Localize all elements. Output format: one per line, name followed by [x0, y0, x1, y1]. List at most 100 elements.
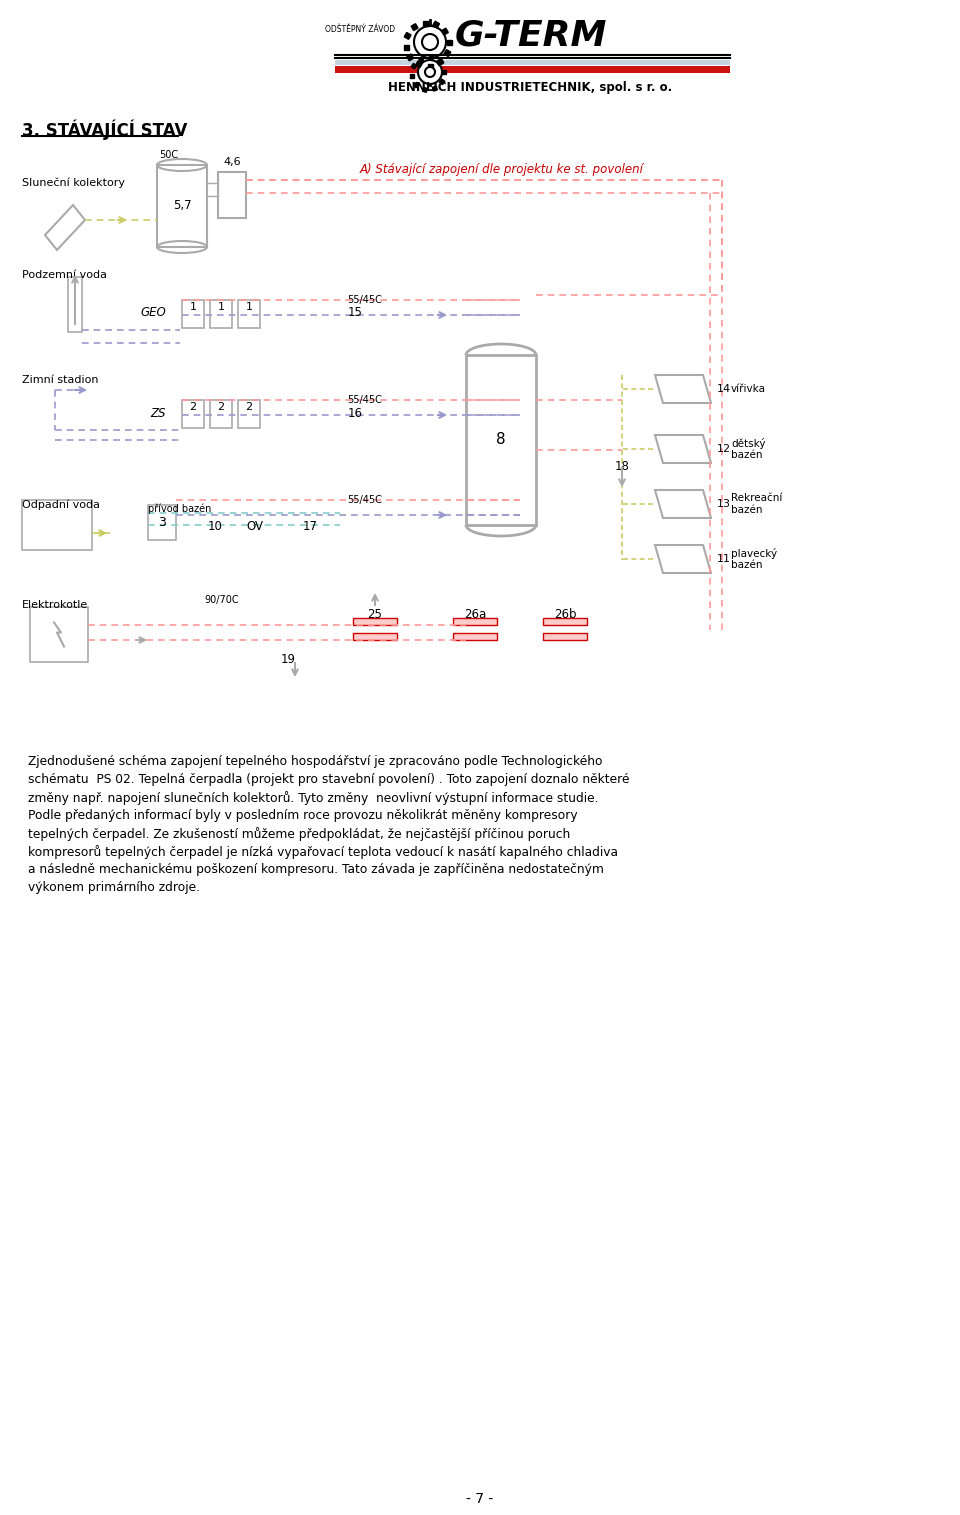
Bar [404, 32, 411, 39]
Bar [432, 86, 438, 91]
Text: ZS: ZS [151, 408, 166, 420]
Bar [446, 39, 451, 44]
Text: 55/45C: 55/45C [348, 295, 382, 305]
Text: 2: 2 [217, 401, 225, 412]
Bar [411, 24, 418, 30]
Bar [414, 82, 419, 88]
Text: 5,7: 5,7 [173, 200, 191, 212]
Bar [419, 58, 423, 62]
Text: 90/70C: 90/70C [204, 595, 239, 604]
Bar [182, 400, 204, 429]
Bar [353, 633, 397, 639]
Bar [428, 56, 434, 61]
Text: ODŠTĚPNÝ ZÁVOD: ODŠTĚPNÝ ZÁVOD [324, 26, 395, 35]
Text: 26a: 26a [464, 608, 486, 621]
Text: výkonem primárního zdroje.: výkonem primárního zdroje. [28, 882, 200, 894]
Text: 18: 18 [614, 461, 630, 473]
Text: 10: 10 [207, 520, 223, 533]
Bar [335, 67, 730, 70]
Bar [148, 504, 176, 539]
Text: 25: 25 [368, 608, 382, 621]
Bar [410, 74, 414, 77]
Bar [403, 44, 409, 50]
Text: Zjednodušené schéma zapojení tepelného hospodářství je zpracováno podle Technolo: Zjednodušené schéma zapojení tepelného h… [28, 754, 603, 768]
Bar [22, 500, 92, 550]
Bar [543, 618, 587, 626]
Circle shape [422, 33, 438, 50]
Text: 3. STÁVAJÍCÍ STAV: 3. STÁVAJÍCÍ STAV [22, 120, 187, 141]
Bar [433, 21, 440, 29]
Circle shape [418, 61, 442, 83]
Text: 2: 2 [246, 401, 252, 412]
Bar [218, 173, 246, 218]
Bar [453, 618, 497, 626]
Bar [442, 70, 446, 74]
Text: 16: 16 [348, 408, 363, 420]
Text: 50C: 50C [159, 150, 179, 161]
Bar [444, 50, 451, 56]
Bar [30, 608, 88, 662]
Bar [238, 400, 260, 429]
Text: 2: 2 [189, 401, 197, 412]
Text: 4,6: 4,6 [223, 158, 241, 167]
Bar [453, 633, 497, 639]
Text: 3: 3 [158, 517, 166, 529]
Text: Elektrokotle: Elektrokotle [22, 600, 88, 611]
Bar [238, 300, 260, 329]
Text: Sluneční kolektory: Sluneční kolektory [22, 177, 125, 188]
Text: A) Stávající zapojení dle projektu ke st. povolení: A) Stávající zapojení dle projektu ke st… [360, 164, 644, 176]
Circle shape [414, 26, 446, 58]
Bar [407, 55, 414, 61]
Text: a následně mechanickému poškození kompresoru. Tato závada je zapříčiněna nedosta: a následně mechanickému poškození kompre… [28, 864, 604, 876]
Bar [543, 633, 587, 639]
Text: 15: 15 [348, 306, 363, 320]
Text: 12: 12 [717, 444, 732, 454]
Text: schématu  PS 02. Tepelná čerpadla (projekt pro stavební povolení) . Toto zapojen: schématu PS 02. Tepelná čerpadla (projek… [28, 773, 630, 786]
Text: 11: 11 [717, 554, 731, 564]
Text: 55/45C: 55/45C [348, 495, 382, 504]
Bar [422, 88, 427, 92]
Bar [437, 59, 444, 65]
Bar [157, 165, 207, 247]
Bar [416, 61, 422, 68]
Text: Podzemní voda: Podzemní voda [22, 270, 107, 280]
Text: 55/45C: 55/45C [348, 395, 382, 405]
Bar [422, 21, 427, 26]
Bar [442, 29, 448, 35]
Bar [335, 67, 730, 73]
Bar [427, 64, 433, 68]
Text: G-TERM: G-TERM [455, 18, 608, 52]
Bar [440, 79, 444, 85]
Bar [466, 355, 536, 526]
Bar [335, 61, 730, 65]
Bar [437, 61, 443, 65]
Text: dětský
bazén: dětský bazén [731, 438, 765, 461]
Text: vířivka: vířivka [731, 383, 766, 394]
Text: 14: 14 [717, 383, 732, 394]
Text: 1: 1 [246, 301, 252, 312]
Bar [353, 618, 397, 626]
Text: GEO: GEO [140, 306, 166, 320]
Text: 8: 8 [496, 432, 506, 447]
Text: přívod bazén: přívod bazén [148, 503, 211, 514]
Text: 1: 1 [189, 301, 197, 312]
Bar [411, 64, 417, 70]
Text: HENNLICH INDUSTRIETECHNIK, spol. s r. o.: HENNLICH INDUSTRIETECHNIK, spol. s r. o. [388, 82, 672, 94]
Text: změny např. napojení slunečních kolektorů. Tyto změny  neovlivní výstupní inform: změny např. napojení slunečních kolektor… [28, 791, 598, 804]
Text: Podle předaných informací byly v posledním roce provozu několikrát měněny kompre: Podle předaných informací byly v posledn… [28, 809, 578, 823]
Text: Odpadní voda: Odpadní voda [22, 500, 100, 511]
Text: 26b: 26b [554, 608, 576, 621]
Circle shape [425, 67, 435, 77]
Text: plavecký
bazén: plavecký bazén [731, 548, 778, 570]
Text: tepelných čerpadel. Ze zkušeností můžeme předpokládat, že nejčastější příčinou p: tepelných čerpadel. Ze zkušeností můžeme… [28, 827, 570, 841]
Bar [210, 300, 232, 329]
Text: Rekreační
bazén: Rekreační bazén [731, 494, 782, 515]
Bar [210, 400, 232, 429]
Text: 17: 17 [302, 520, 318, 533]
Text: OV: OV [247, 520, 263, 533]
Text: 13: 13 [717, 498, 731, 509]
Text: kompresorů tepelných čerpadel je nízká vypařovací teplota vedoucí k nasátí kapal: kompresorů tepelných čerpadel je nízká v… [28, 845, 618, 859]
Text: - 7 -: - 7 - [467, 1492, 493, 1506]
Text: 1: 1 [218, 301, 225, 312]
Text: Zimní stadion: Zimní stadion [22, 376, 99, 385]
